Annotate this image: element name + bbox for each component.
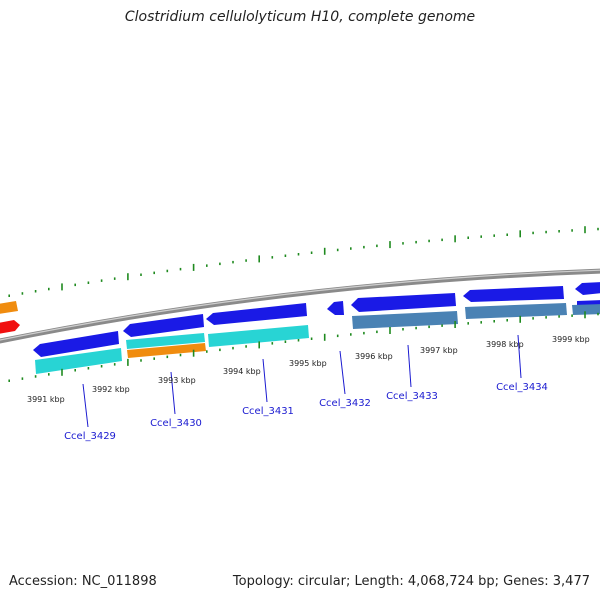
kbp-label: 3997 kbp xyxy=(420,346,458,355)
leader-3430 xyxy=(170,371,176,415)
gene-label-ccel-3434[interactable]: Ccel_3434 xyxy=(496,382,548,393)
feature-3430-a[interactable] xyxy=(126,333,205,349)
kbp-label: 3994 kbp xyxy=(223,367,261,376)
kbp-label: 3996 kbp xyxy=(355,352,393,361)
gene-label-ccel-3433[interactable]: Ccel_3433 xyxy=(386,391,438,402)
kbp-label: 3993 kbp xyxy=(158,376,196,385)
genome-summary-text: Topology: circular; Length: 4,068,724 bp… xyxy=(232,574,590,589)
feature-3430-b[interactable] xyxy=(127,343,206,358)
kbp-label: 3992 kbp xyxy=(92,385,130,394)
kbp-label: 3991 kbp xyxy=(27,395,65,404)
cds-next[interactable] xyxy=(575,282,600,295)
leader-3429 xyxy=(82,383,89,428)
kbp-label: 3995 kbp xyxy=(289,359,327,368)
cds-3431[interactable] xyxy=(206,303,307,325)
gene-label-ccel-3429[interactable]: Ccel_3429 xyxy=(64,431,116,442)
gene-orange-partial[interactable] xyxy=(0,301,18,314)
kbp-label: 3998 kbp xyxy=(486,340,524,349)
feature-3433[interactable] xyxy=(352,311,458,329)
gene-label-ccel-3432[interactable]: Ccel_3432 xyxy=(319,398,371,409)
cds-3430[interactable] xyxy=(123,314,204,337)
inner-tick-marks xyxy=(8,311,599,382)
kbp-label: 3999 kbp xyxy=(552,335,590,344)
leader-3431 xyxy=(262,358,268,403)
gene-label-ccel-3430[interactable]: Ccel_3430 xyxy=(150,418,202,429)
kbp-labels: 3991 kbp 3992 kbp 3993 kbp 3994 kbp 3995… xyxy=(27,335,590,404)
map-title: Clostridium cellulolyticum H10, complete… xyxy=(124,9,476,25)
tick-marks xyxy=(8,226,599,297)
gene-labels: Ccel_3429 Ccel_3430 Ccel_3431 Ccel_3432 … xyxy=(64,382,548,442)
feature-3429[interactable] xyxy=(35,348,122,374)
leader-3433 xyxy=(407,344,412,388)
feature-3431[interactable] xyxy=(208,325,309,347)
leader-3434 xyxy=(517,334,522,379)
cds-3432[interactable] xyxy=(327,301,344,315)
gene-label-ccel-3431[interactable]: Ccel_3431 xyxy=(242,406,294,417)
genome-backbone xyxy=(0,268,600,344)
feature-3434[interactable] xyxy=(465,303,567,319)
leader-3432 xyxy=(339,350,346,395)
cds-3434[interactable] xyxy=(463,286,564,302)
accession-text: Accession: NC_011898 xyxy=(9,574,157,589)
cds-3429[interactable] xyxy=(33,331,119,357)
genome-backbone-highlight xyxy=(0,269,600,341)
feature-next[interactable] xyxy=(572,304,600,315)
gene-red-partial[interactable] xyxy=(0,320,20,334)
cds-3433[interactable] xyxy=(351,293,456,312)
